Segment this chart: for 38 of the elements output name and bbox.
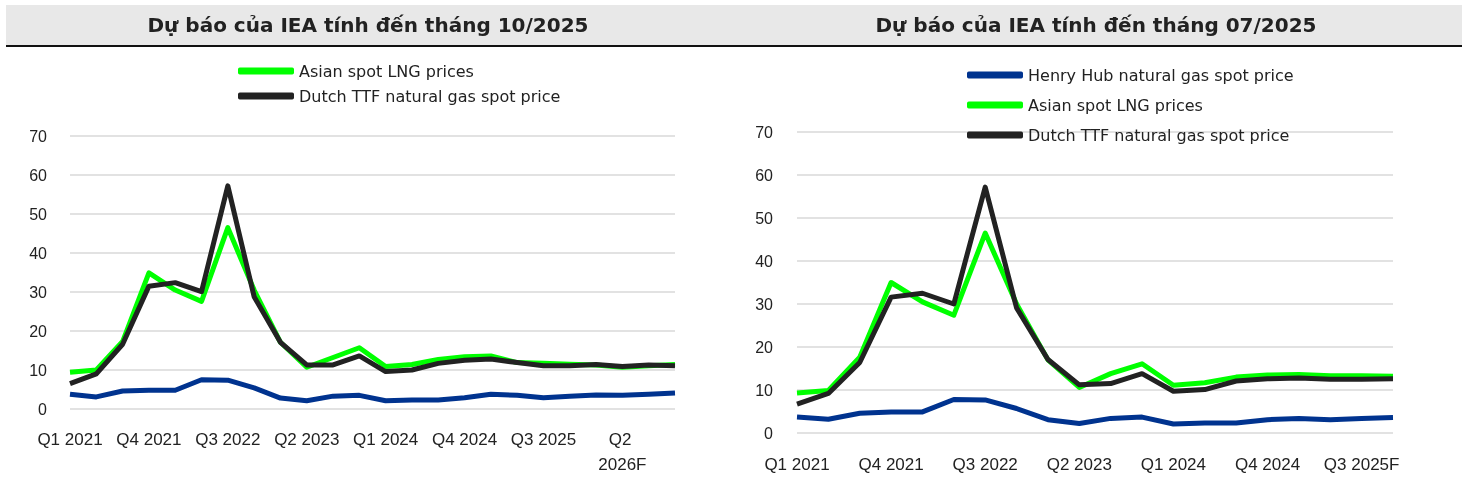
x-tick-label: Q2 2026F: [598, 430, 647, 474]
y-tick-label: 30: [29, 283, 48, 301]
legend-label: Henry Hub natural gas spot price: [1028, 65, 1294, 85]
y-tick-label: 20: [29, 322, 48, 340]
x-tick-label: Q1 2021: [37, 430, 103, 449]
y-tick-label: 40: [29, 244, 48, 262]
x-tick-label: Q3 2025F: [1323, 455, 1400, 474]
y-tick-label: 70: [29, 127, 48, 145]
legend-label: Dutch TTF natural gas spot price: [299, 86, 561, 106]
y-tick-label: 30: [755, 295, 774, 313]
x-tick-label: Q4 2021: [116, 430, 182, 449]
x-tick-label: Q3 2025: [510, 430, 577, 449]
legend-label: Asian spot LNG prices: [299, 61, 474, 81]
y-tick-label: 0: [38, 400, 48, 418]
chart-title: Dự báo của IEA tính đến tháng 10/2025: [147, 13, 589, 37]
x-tick-label: Q3 2022: [195, 430, 261, 449]
y-tick-label: 40: [755, 252, 774, 270]
y-tick-label: 0: [764, 424, 774, 442]
y-tick-label: 10: [29, 361, 48, 379]
y-tick-label: 10: [755, 381, 774, 399]
y-tick-label: 60: [755, 166, 774, 184]
chart-title: Dự báo của IEA tính đến tháng 07/2025: [875, 13, 1317, 37]
y-tick-label: 50: [29, 205, 48, 223]
x-tick-label: Q2 2023: [1046, 455, 1112, 474]
x-tick-label: Q4 2024: [1234, 455, 1301, 474]
x-tick-label: Q3 2022: [952, 455, 1018, 474]
x-tick-label: Q4 2021: [858, 455, 924, 474]
x-tick-label: Q1 2021: [764, 455, 830, 474]
x-tick-label: Q4 2024: [431, 430, 498, 449]
y-tick-label: 60: [29, 166, 48, 184]
x-tick-label: Q2 2023: [274, 430, 340, 449]
y-tick-label: 20: [755, 338, 774, 356]
legend-label: Dutch TTF natural gas spot price: [1028, 125, 1290, 145]
y-tick-label: 70: [755, 123, 774, 141]
legend-label: Asian spot LNG prices: [1028, 95, 1203, 115]
y-tick-label: 50: [755, 209, 774, 227]
x-tick-label: Q1 2024: [1140, 455, 1207, 474]
x-tick-label: Q1 2024: [353, 430, 419, 449]
